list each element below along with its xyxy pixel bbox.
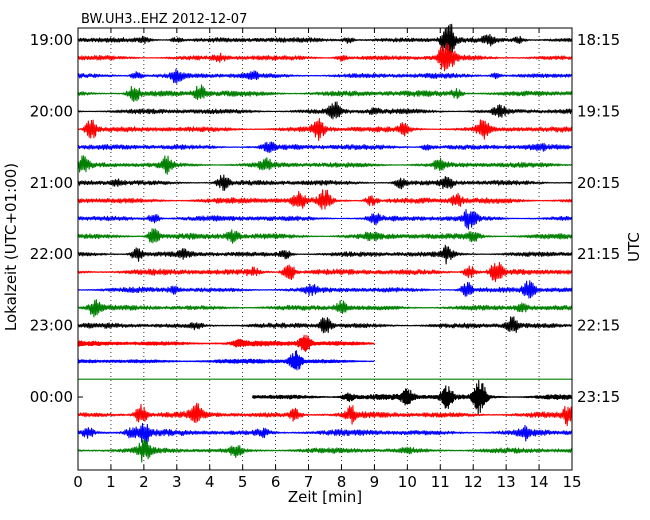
left-tick-label: 23:00 <box>30 317 73 335</box>
right-tick-label: 23:15 <box>577 388 620 406</box>
trace-12 <box>77 228 573 244</box>
left-tick-label: 21:00 <box>30 174 73 192</box>
x-tick-label: 5 <box>238 473 248 491</box>
seismogram-traces <box>77 23 573 463</box>
x-tick-label: 10 <box>398 473 417 491</box>
trace-22 <box>77 402 573 427</box>
trace-9 <box>77 174 573 191</box>
right-tick-label: 20:15 <box>577 174 620 192</box>
trace-21 <box>252 379 573 415</box>
x-tick-label: 14 <box>530 473 549 491</box>
trace-3 <box>77 68 573 84</box>
trace-1 <box>77 23 573 58</box>
right-tick-label: 22:15 <box>577 317 620 335</box>
trace-16 <box>77 299 573 318</box>
right-axis-ticks: 18:15 19:15 20:15 21:15 22:15 23:15 <box>567 31 620 406</box>
trace-24 <box>77 439 573 463</box>
x-tick-label: 6 <box>271 473 281 491</box>
trace-4 <box>77 84 573 102</box>
x-tick-label: 4 <box>205 473 215 491</box>
trace-8 <box>77 155 573 175</box>
x-tick-label: 8 <box>337 473 347 491</box>
x-tick-label: 1 <box>106 473 116 491</box>
x-tick-label: 15 <box>562 473 581 491</box>
trace-15 <box>77 280 573 299</box>
trace-7 <box>77 141 573 154</box>
trace-23 <box>77 422 573 445</box>
x-tick-label: 9 <box>370 473 380 491</box>
y-axis-label-utc: UTC <box>625 232 643 262</box>
trace-13 <box>77 244 573 265</box>
chart-title: BW.UH3..EHZ 2012-12-07 <box>81 12 248 27</box>
right-tick-label: 21:15 <box>577 245 620 263</box>
trace-11 <box>77 209 573 230</box>
x-axis-ticks: 0 1 2 3 4 5 6 7 8 9 10 11 12 13 14 15 <box>73 28 582 491</box>
trace-5 <box>77 101 573 120</box>
plot-frame <box>77 27 573 471</box>
x-tick-label: 11 <box>431 473 450 491</box>
left-axis-ticks: 19:00 20:00 21:00 22:00 23:00 00:00 <box>30 31 83 406</box>
trace-17 <box>77 316 573 334</box>
trace-14 <box>77 261 573 283</box>
trace-10 <box>77 189 573 210</box>
x-tick-label: 7 <box>304 473 314 491</box>
x-tick-label: 0 <box>73 473 83 491</box>
trace-19 <box>77 350 375 371</box>
trace-18 <box>77 334 375 353</box>
left-tick-label: 20:00 <box>30 102 73 120</box>
x-tick-label: 12 <box>464 473 483 491</box>
x-axis-label: Zeit [min] <box>287 488 363 506</box>
left-tick-label: 00:00 <box>30 388 73 406</box>
left-tick-label: 22:00 <box>30 245 73 263</box>
x-tick-label: 2 <box>139 473 149 491</box>
y-axis-label-local-time: Lokalzeit (UTC+01:00) <box>2 162 20 332</box>
right-tick-label: 19:15 <box>577 102 620 120</box>
trace-6 <box>77 118 573 141</box>
right-tick-label: 18:15 <box>577 31 620 49</box>
trace-2 <box>77 42 573 72</box>
x-tick-label: 3 <box>172 473 182 491</box>
x-tick-label: 13 <box>497 473 516 491</box>
left-tick-label: 19:00 <box>30 31 73 49</box>
